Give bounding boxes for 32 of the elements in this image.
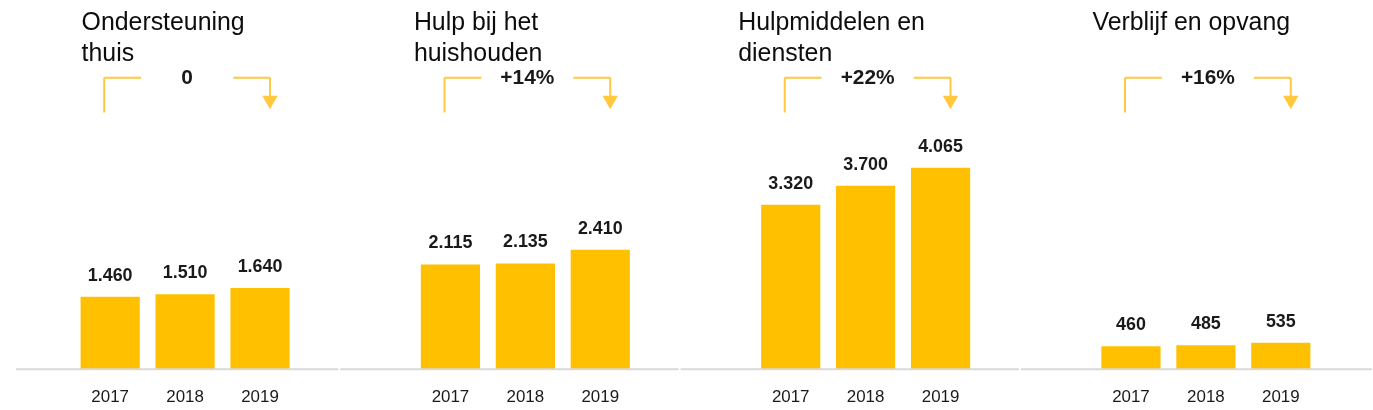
data-label: 485 [1190,313,1221,334]
x-tick-label: 2017 [431,387,470,407]
text: 0 [181,64,193,88]
data-label: 2.410 [577,217,623,238]
chart-title: Ondersteuning thuis [81,6,245,66]
x-tick-label: 2018 [1187,387,1225,407]
data-label: 1.640 [237,255,283,276]
x-tick-label: 2018 [846,387,885,407]
text: +16% [1180,64,1236,88]
data-label: 4.065 [918,135,963,156]
x-tick-label: 2017 [1112,387,1150,407]
chart-title: Hulpmiddelen en diensten [738,6,925,66]
x-tick-label: 2018 [166,387,204,407]
x-tick-label: 2017 [91,387,129,407]
data-label: 3.320 [768,172,814,193]
data-label: 2.115 [428,232,473,253]
x-tick-label: 2017 [771,387,810,407]
chart-title: Verblijf en opvang [1092,6,1291,35]
data-label: 2.135 [502,231,548,252]
x-tick-label: 2019 [1262,387,1300,407]
x-tick-label: 2019 [241,387,279,407]
text: +22% [840,64,896,88]
data-label: 1.510 [162,262,208,283]
x-tick-label: 2019 [921,387,960,407]
data-label: 535 [1265,310,1296,331]
data-label: 3.700 [843,153,889,174]
data-label: 460 [1116,314,1146,335]
x-tick-label: 2018 [506,387,545,407]
chart-title: Hulp bij het huishouden [413,6,543,66]
x-tick-label: 2019 [581,387,620,407]
data-label: 1.460 [87,264,133,285]
text: +14% [500,64,555,88]
